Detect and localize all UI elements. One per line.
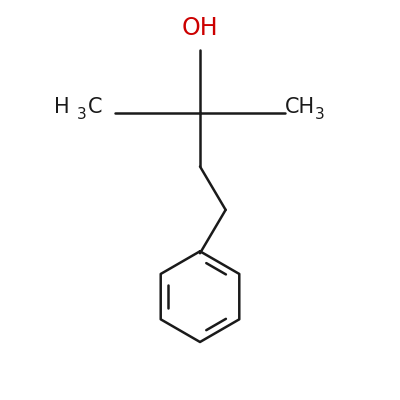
Text: OH: OH [182, 16, 218, 40]
Text: 3: 3 [77, 107, 87, 122]
Text: H: H [54, 97, 70, 117]
Text: C: C [88, 97, 102, 117]
Text: CH: CH [285, 97, 315, 117]
Text: 3: 3 [314, 107, 324, 122]
